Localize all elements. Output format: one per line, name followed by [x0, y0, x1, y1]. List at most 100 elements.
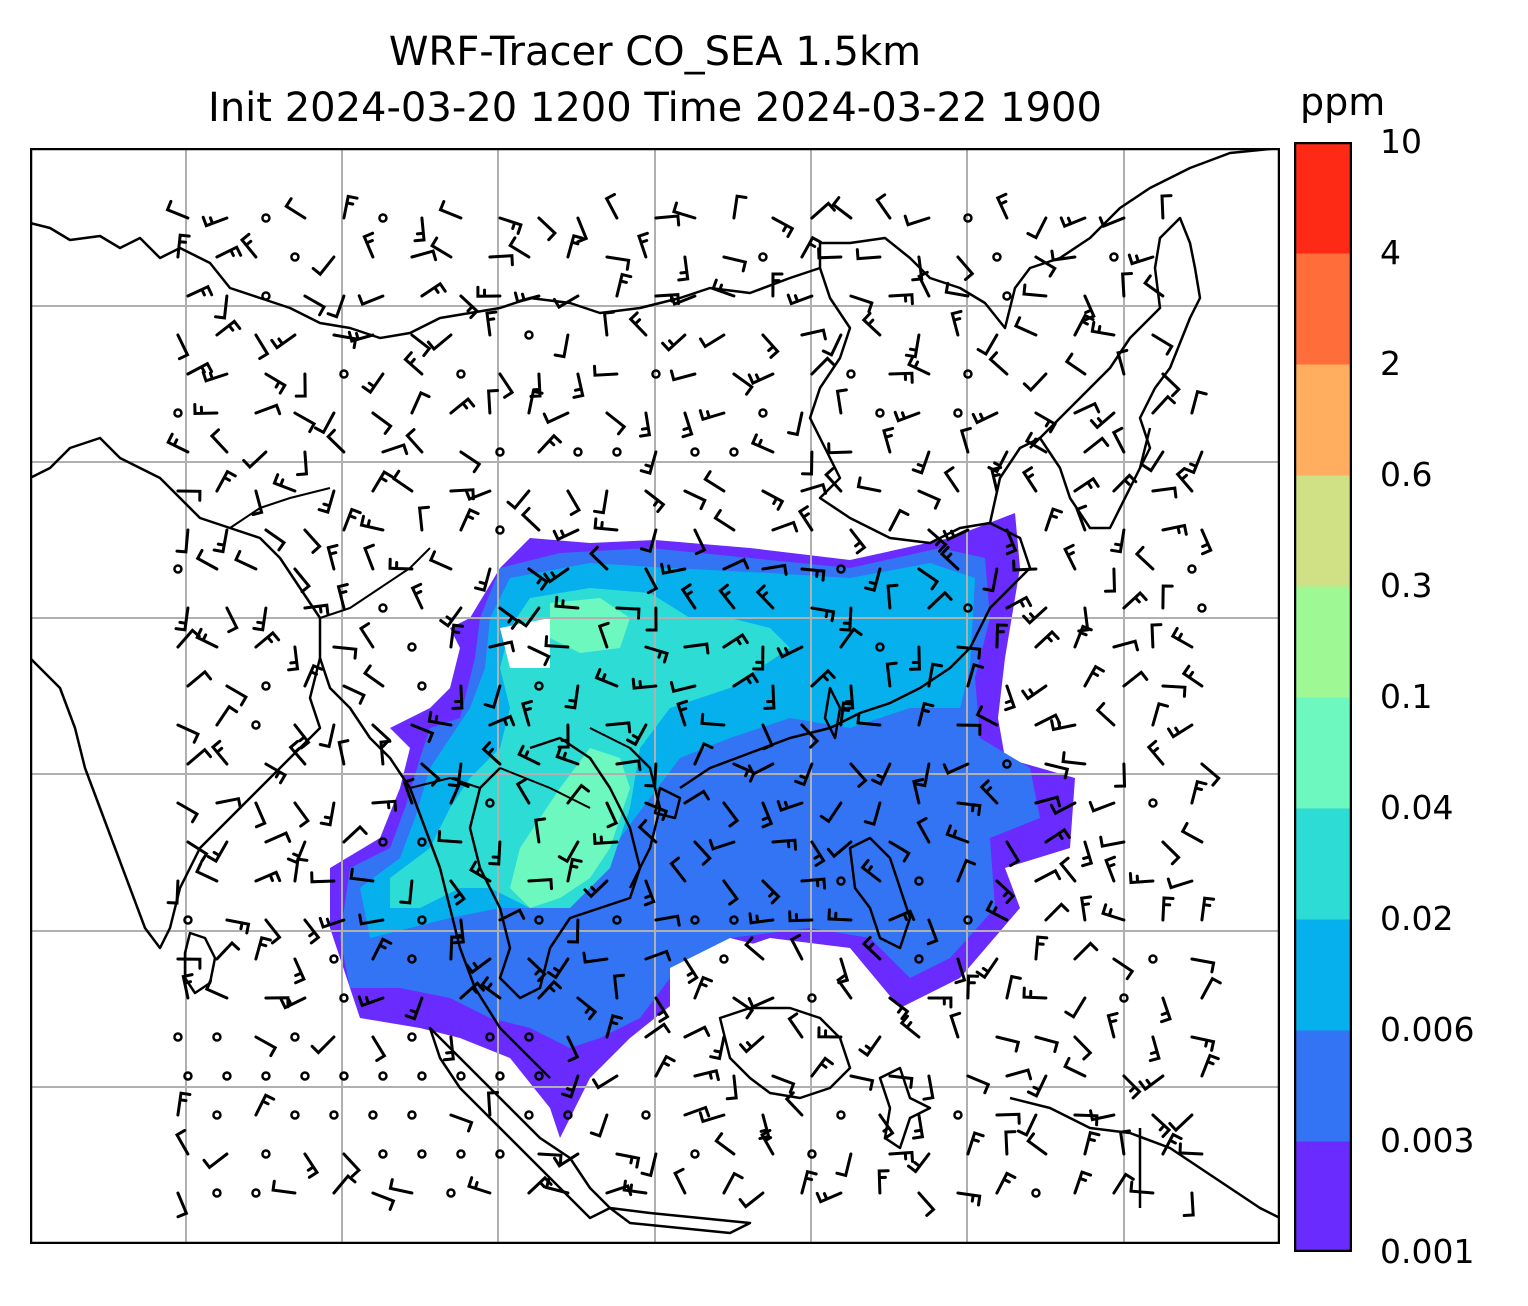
- wind-barb: [1073, 941, 1099, 961]
- wind-barb: [1101, 903, 1126, 922]
- wind-barb: [1129, 1180, 1155, 1195]
- wind-barb: [1034, 1035, 1060, 1053]
- wind-barb: [1200, 1053, 1220, 1078]
- wind-barb: [358, 913, 385, 926]
- wind-barb: [1190, 957, 1216, 974]
- wind-barb: [176, 628, 201, 649]
- wind-barb: [1034, 795, 1061, 808]
- wind-barb: [442, 1035, 455, 1062]
- wind-barb: [839, 627, 863, 649]
- calm-wind-circle: [485, 1032, 495, 1042]
- wind-barb: [654, 214, 681, 227]
- map-border: [30, 148, 1280, 1244]
- wind-barb: [683, 642, 710, 655]
- wind-barb: [215, 319, 242, 337]
- wind-barb: [644, 762, 658, 788]
- wind-barb: [718, 583, 736, 610]
- wind-barb: [403, 351, 424, 376]
- wind-barb: [1161, 896, 1175, 922]
- wind-barb: [1112, 957, 1135, 981]
- wind-barb: [944, 281, 970, 298]
- wind-barb: [557, 840, 580, 864]
- wind-barb: [1151, 1113, 1172, 1138]
- wind-barb: [661, 333, 687, 352]
- calm-wind-circle: [612, 915, 622, 925]
- wind-barb: [527, 389, 544, 415]
- colorbar-band: [1294, 364, 1352, 476]
- wind-barb: [654, 914, 681, 927]
- wind-barb: [856, 712, 882, 727]
- wind-barb: [1073, 401, 1101, 415]
- calm-wind-circle: [456, 1149, 466, 1159]
- wind-barb: [459, 507, 480, 532]
- wind-barb: [761, 563, 788, 576]
- wind-barb: [1044, 507, 1063, 532]
- colorbar-band: [1294, 253, 1352, 365]
- wind-barb: [800, 1169, 818, 1195]
- wind-barb: [966, 662, 985, 688]
- wind-barb: [1151, 394, 1176, 415]
- wind-barb: [827, 908, 853, 922]
- wind-barb: [1021, 684, 1048, 701]
- wind-barb: [410, 390, 431, 415]
- calm-wind-circle: [524, 1032, 534, 1042]
- wind-barb: [544, 635, 570, 649]
- wind-barb: [693, 840, 712, 866]
- wind-barb: [1005, 840, 1021, 867]
- wind-barb: [1166, 877, 1194, 890]
- calm-wind-circle: [963, 213, 973, 223]
- wind-barb: [831, 196, 853, 220]
- wind-barb: [644, 645, 669, 664]
- calm-wind-circle: [1119, 993, 1129, 1003]
- wind-barb: [1073, 1035, 1093, 1061]
- wind-barb: [800, 567, 826, 582]
- wind-barb: [362, 664, 385, 688]
- calm-wind-circle: [1148, 798, 1158, 808]
- wind-barb: [347, 330, 375, 343]
- calm-wind-circle: [378, 603, 388, 613]
- colorbar-band: [1294, 697, 1352, 809]
- wind-barb: [771, 520, 799, 533]
- wind-barb: [1012, 559, 1038, 572]
- wind-barb: [761, 489, 785, 511]
- wind-barb: [332, 1173, 357, 1195]
- wind-barb: [186, 284, 214, 298]
- wind-barb: [877, 1169, 890, 1195]
- wind-barb: [195, 862, 219, 883]
- wind-barb: [1073, 313, 1095, 337]
- wind-barb: [979, 779, 999, 805]
- wind-barb: [336, 583, 349, 610]
- wind-barb: [357, 995, 385, 1008]
- wind-barb: [175, 528, 190, 554]
- wind-barb: [303, 528, 322, 554]
- wind-barb: [693, 1068, 720, 1082]
- wind-barb: [725, 1074, 738, 1101]
- calm-wind-circle: [807, 1149, 817, 1159]
- wind-barb: [498, 372, 515, 399]
- wind-barb: [1181, 664, 1204, 688]
- calm-wind-circle: [495, 447, 505, 457]
- calm-wind-circle: [290, 1032, 300, 1042]
- calm-wind-circle: [378, 837, 388, 847]
- wind-barb: [1110, 528, 1126, 554]
- wind-barb: [1034, 629, 1060, 649]
- wind-barb: [310, 871, 336, 884]
- wind-barb: [1089, 1109, 1116, 1122]
- wind-barb: [1004, 684, 1017, 712]
- calm-wind-circle: [456, 1071, 466, 1081]
- calm-wind-circle: [407, 954, 417, 964]
- wind-barb: [858, 1035, 882, 1058]
- wind-barb: [564, 684, 580, 710]
- wind-barb: [449, 935, 463, 961]
- wind-barb: [362, 231, 375, 259]
- wind-barb: [449, 780, 470, 805]
- wind-barb: [296, 450, 309, 477]
- wind-barb: [537, 433, 562, 454]
- wind-barb: [593, 364, 619, 377]
- wind-barb: [1161, 523, 1188, 536]
- wind-barb: [1142, 450, 1165, 473]
- wind-barb: [1190, 779, 1208, 805]
- wind-barb: [176, 333, 190, 361]
- wind-barb: [193, 403, 219, 416]
- wind-barb: [810, 356, 836, 376]
